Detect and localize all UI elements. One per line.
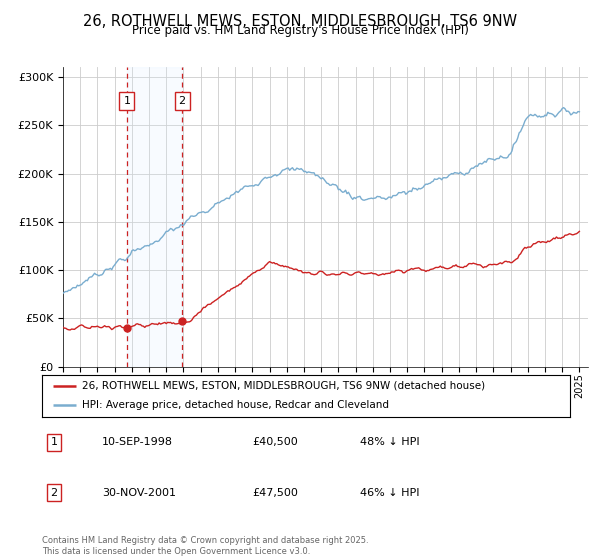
Text: 2: 2 <box>50 488 58 498</box>
Text: 1: 1 <box>50 437 58 447</box>
Text: £47,500: £47,500 <box>252 488 298 498</box>
Text: Price paid vs. HM Land Registry's House Price Index (HPI): Price paid vs. HM Land Registry's House … <box>131 24 469 37</box>
Text: 1: 1 <box>124 96 130 106</box>
Text: Contains HM Land Registry data © Crown copyright and database right 2025.
This d: Contains HM Land Registry data © Crown c… <box>42 536 368 556</box>
Text: 10-SEP-1998: 10-SEP-1998 <box>102 437 173 447</box>
Text: 2: 2 <box>179 96 185 106</box>
Text: 26, ROTHWELL MEWS, ESTON, MIDDLESBROUGH, TS6 9NW: 26, ROTHWELL MEWS, ESTON, MIDDLESBROUGH,… <box>83 14 517 29</box>
Text: 48% ↓ HPI: 48% ↓ HPI <box>360 437 419 447</box>
Text: 30-NOV-2001: 30-NOV-2001 <box>102 488 176 498</box>
Text: 46% ↓ HPI: 46% ↓ HPI <box>360 488 419 498</box>
Text: HPI: Average price, detached house, Redcar and Cleveland: HPI: Average price, detached house, Redc… <box>82 400 389 410</box>
Text: £40,500: £40,500 <box>252 437 298 447</box>
Bar <box>127 67 182 367</box>
Text: 26, ROTHWELL MEWS, ESTON, MIDDLESBROUGH, TS6 9NW (detached house): 26, ROTHWELL MEWS, ESTON, MIDDLESBROUGH,… <box>82 381 485 391</box>
